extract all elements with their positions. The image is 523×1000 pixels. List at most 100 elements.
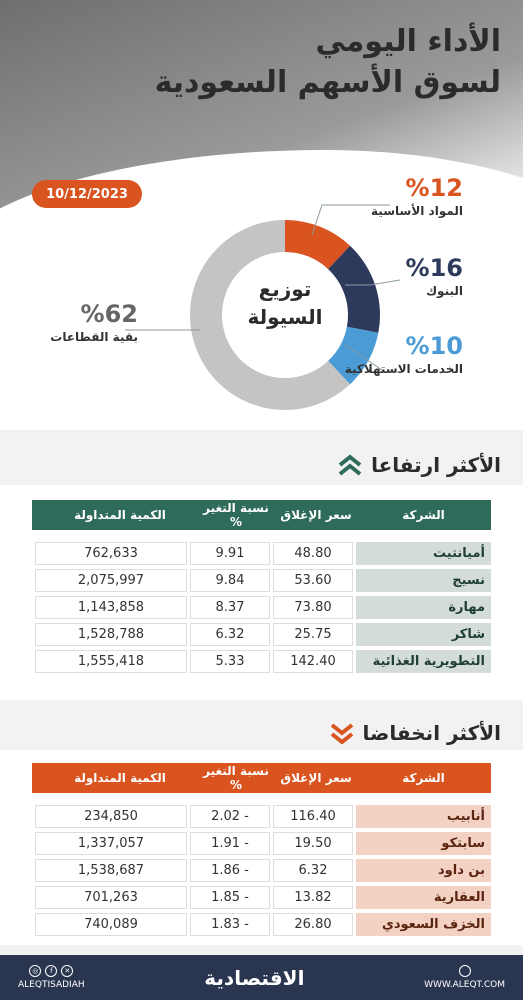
donut-slice-consumer-services bbox=[328, 326, 379, 385]
cell-close: 6.32 bbox=[273, 859, 353, 882]
cell-volume: 1,528,788 bbox=[35, 623, 187, 646]
losers-title: الأكثر انخفاضا bbox=[362, 721, 501, 745]
col-pct: نسبة التغير % bbox=[203, 764, 269, 792]
cell-company: أنابيب bbox=[356, 805, 491, 828]
table-row: بن داود 6.32 1.86 -1,538,687 bbox=[32, 859, 491, 882]
donut-slice-banks bbox=[328, 245, 380, 333]
website-link[interactable]: WWW.ALEQT.COM bbox=[424, 980, 505, 990]
cell-close: 48.80 bbox=[273, 542, 353, 565]
footer: ◎ f ✕ ALEQTISADIAH الاقتصادية WWW.ALEQT.… bbox=[0, 955, 523, 1000]
social-handle: ALEQTISADIAH bbox=[18, 980, 85, 990]
donut-slice-others bbox=[190, 220, 351, 410]
col-volume: الكمية المتداولة bbox=[74, 771, 166, 785]
social-icons: ◎ f ✕ bbox=[29, 965, 74, 977]
cell-pct: 1.83 - bbox=[190, 913, 270, 936]
cell-company: مهارة bbox=[356, 596, 491, 619]
cell-pct: 8.37 bbox=[190, 596, 270, 619]
cell-company: التطويرية الغذائية bbox=[356, 650, 491, 673]
cell-pct: 2.02 - bbox=[190, 805, 270, 828]
segment-label-others: %62 بقية القطاعات bbox=[48, 300, 138, 344]
x-icon[interactable]: ✕ bbox=[61, 965, 74, 977]
gainers-header: الأكثر ارتفاعا bbox=[337, 445, 501, 485]
footer-social: ◎ f ✕ ALEQTISADIAH bbox=[18, 965, 85, 990]
table-row: أنابيب 116.40 2.02 -234,850 bbox=[32, 805, 491, 828]
cell-pct: 5.33 bbox=[190, 650, 270, 673]
page-title: الأداء اليومي لسوق الأسهم السعودية bbox=[155, 22, 501, 104]
losers-header: الأكثر انخفاضا bbox=[329, 713, 501, 753]
cell-company: بن داود bbox=[356, 859, 491, 882]
cell-pct: 6.32 bbox=[190, 623, 270, 646]
col-close: سعر الإغلاق bbox=[280, 508, 352, 522]
double-chevron-up-icon bbox=[338, 454, 362, 476]
cell-close: 142.40 bbox=[273, 650, 353, 673]
leader-line-materials bbox=[311, 204, 390, 236]
cell-company: نسيج bbox=[356, 569, 491, 592]
col-company: الشركة bbox=[402, 771, 445, 785]
segment-label-consumer-services: %10 الخدمات الاستهلاكية bbox=[343, 332, 463, 376]
donut-slice-materials bbox=[285, 220, 351, 270]
donut-center-line-1: توزيع bbox=[258, 277, 312, 301]
segment-name: المواد الأساسية bbox=[371, 204, 463, 218]
facebook-icon[interactable]: f bbox=[45, 965, 58, 977]
segment-pct: %62 bbox=[80, 300, 138, 328]
gainers-table-header: الشركة سعر الإغلاق نسبة التغير % الكمية … bbox=[32, 500, 491, 530]
gainers-table: الشركة سعر الإغلاق نسبة التغير % الكمية … bbox=[32, 500, 491, 673]
table-row: نسيج 53.60 9.84 2,075,997 bbox=[32, 569, 491, 592]
cell-company: الخزف السعودي bbox=[356, 913, 491, 936]
title-line-1: الأداء اليومي bbox=[315, 24, 501, 59]
cell-company: سابتكو bbox=[356, 832, 491, 855]
cell-close: 19.50 bbox=[273, 832, 353, 855]
cell-company: العقارية bbox=[356, 886, 491, 909]
leader-line-banks bbox=[345, 279, 401, 286]
segment-label-materials: %12 المواد الأساسية bbox=[371, 174, 463, 218]
segment-pct: %16 bbox=[405, 254, 463, 282]
cell-close: 13.82 bbox=[273, 886, 353, 909]
losers-table: الشركة سعر الإغلاق نسبة التغير % الكمية … bbox=[32, 763, 491, 936]
cell-volume: 2,075,997 bbox=[35, 569, 187, 592]
leader-line-consumer bbox=[344, 344, 400, 373]
segment-pct: %10 bbox=[405, 332, 463, 360]
cell-close: 116.40 bbox=[273, 805, 353, 828]
col-volume: الكمية المتداولة bbox=[74, 508, 166, 522]
table-row: شاكر 25.75 6.32 1,528,788 bbox=[32, 623, 491, 646]
donut-center-label: توزيع السيولة bbox=[230, 275, 340, 331]
globe-icon bbox=[458, 965, 471, 977]
donut-center-line-2: السيولة bbox=[247, 305, 323, 329]
cell-close: 26.80 bbox=[273, 913, 353, 936]
cell-pct: 9.84 bbox=[190, 569, 270, 592]
col-pct: نسبة التغير % bbox=[203, 501, 269, 529]
gainers-rows: أميانتيت 48.80 9.91 762,633 نسيج 53.60 9.84 2,0… bbox=[32, 542, 491, 673]
cell-pct: 1.91 - bbox=[190, 832, 270, 855]
brand-logo: الاقتصادية bbox=[204, 965, 305, 990]
gainers-title: الأكثر ارتفاعا bbox=[371, 453, 501, 477]
cell-volume: 1,337,057 bbox=[35, 832, 187, 855]
donut-hole bbox=[223, 253, 347, 377]
cell-company: أميانتيت bbox=[356, 542, 491, 565]
cell-volume: 234,850 bbox=[35, 805, 187, 828]
segment-name: الخدمات الاستهلاكية bbox=[344, 362, 463, 376]
losers-rows: أنابيب 116.40 2.02 -234,850 سابتكو 19.50 1.91… bbox=[32, 805, 491, 936]
date-badge: 10/12/2023 bbox=[32, 180, 142, 208]
cell-volume: 701,263 bbox=[35, 886, 187, 909]
cell-volume: 1,538,687 bbox=[35, 859, 187, 882]
cell-volume: 1,143,858 bbox=[35, 596, 187, 619]
title-line-2: لسوق الأسهم السعودية bbox=[154, 65, 501, 100]
table-row: العقارية 13.82 1.85 -701,263 bbox=[32, 886, 491, 909]
instagram-icon[interactable]: ◎ bbox=[29, 965, 42, 977]
segment-pct: %12 bbox=[405, 174, 463, 202]
cell-close: 73.80 bbox=[273, 596, 353, 619]
cell-volume: 740,089 bbox=[35, 913, 187, 936]
double-chevron-down-icon bbox=[330, 723, 353, 744]
table-row: سابتكو 19.50 1.91 -1,337,057 bbox=[32, 832, 491, 855]
segment-label-banks: %16 البنوك bbox=[406, 254, 463, 298]
col-company: الشركة bbox=[402, 508, 445, 522]
losers-table-header: الشركة سعر الإغلاق نسبة التغير % الكمية … bbox=[32, 763, 491, 793]
col-close: سعر الإغلاق bbox=[280, 771, 352, 785]
cell-pct: 1.86 - bbox=[190, 859, 270, 882]
cell-pct: 9.91 bbox=[190, 542, 270, 565]
cell-volume: 1,555,418 bbox=[35, 650, 187, 673]
table-row: أميانتيت 48.80 9.91 762,633 bbox=[32, 542, 491, 565]
footer-website: WWW.ALEQT.COM bbox=[424, 965, 505, 990]
table-row: الخزف السعودي 26.80 1.83 -740,089 bbox=[32, 913, 491, 936]
cell-pct: 1.85 - bbox=[190, 886, 270, 909]
